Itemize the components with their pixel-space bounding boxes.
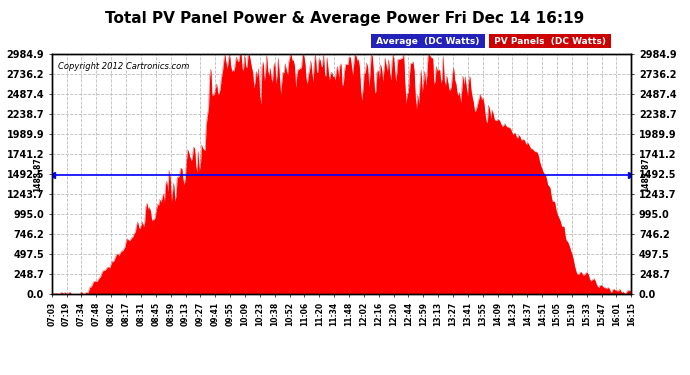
Text: Copyright 2012 Cartronics.com: Copyright 2012 Cartronics.com	[57, 62, 189, 70]
Text: Average  (DC Watts): Average (DC Watts)	[373, 37, 483, 46]
Text: 1483.87: 1483.87	[641, 158, 651, 192]
Text: PV Panels  (DC Watts): PV Panels (DC Watts)	[491, 37, 609, 46]
Text: 1483.87: 1483.87	[32, 158, 42, 192]
Text: Total PV Panel Power & Average Power Fri Dec 14 16:19: Total PV Panel Power & Average Power Fri…	[106, 11, 584, 26]
